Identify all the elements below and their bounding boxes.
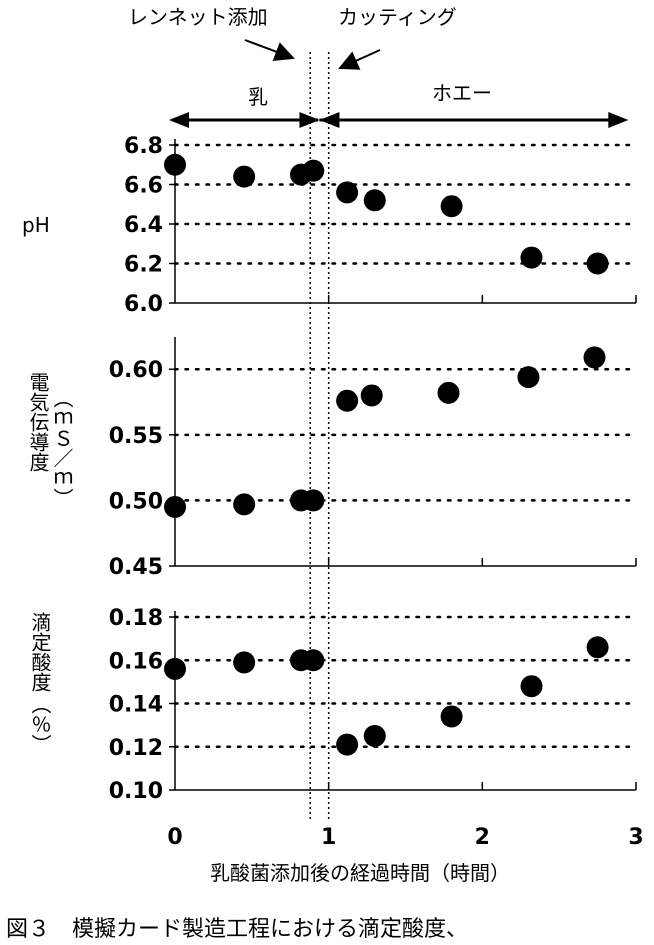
acidity-unit-label: （％） <box>28 694 52 754</box>
data-point <box>440 705 463 728</box>
data-point <box>437 381 460 404</box>
milk-arrowhead-left <box>169 112 189 128</box>
y-tick-label: 6.4 <box>124 213 163 238</box>
y-tick-label: 6.0 <box>124 292 163 317</box>
rennet-label: レンネット添加 <box>128 5 268 29</box>
ph-panel: 6.0 6.2 6.4 6.6 6.8 <box>124 134 638 317</box>
data-point <box>164 495 186 518</box>
whey-arrowhead-right <box>608 112 629 128</box>
data-point <box>233 165 256 188</box>
y-tick-label: 0.45 <box>109 555 163 580</box>
y-tick-label: 0.55 <box>109 424 163 449</box>
y-tick-label: 6.6 <box>124 174 163 199</box>
data-point <box>233 651 256 674</box>
data-point <box>302 649 325 672</box>
y-tick-label: 0.18 <box>109 606 163 631</box>
y-tick-label: 6.8 <box>124 134 163 159</box>
conductivity-unit-label: （ｍＳ／ｍ） <box>50 388 74 508</box>
data-point <box>336 389 359 412</box>
phase-arrows <box>169 112 629 128</box>
data-point <box>336 181 359 204</box>
x-tick-label: 2 <box>475 825 490 850</box>
data-point <box>360 384 383 407</box>
x-axis-label: 乳酸菌添加後の経過時間（時間） <box>210 861 510 885</box>
data-point <box>583 346 606 369</box>
cutting-arrow <box>338 49 381 70</box>
figure-caption: 図３ 模擬カード製造工程における滴定酸度、 <box>6 917 468 942</box>
x-tick-label: 0 <box>167 825 182 850</box>
conductivity-axis-label: 電気伝導度 <box>26 372 50 472</box>
milk-phase-label: 乳 <box>248 85 268 109</box>
whey-phase-label: ホエー <box>432 81 492 105</box>
data-point <box>233 493 256 516</box>
y-tick-label: 6.2 <box>124 253 163 278</box>
ph-axis-label: pH <box>22 213 50 237</box>
conductivity-panel: 0.45 0.50 0.55 0.60 <box>109 337 638 580</box>
y-tick-label: 0.50 <box>109 489 163 514</box>
data-point <box>517 366 540 389</box>
data-point <box>520 675 543 698</box>
data-point <box>164 657 186 680</box>
data-point <box>520 246 543 269</box>
event-lines <box>309 52 330 822</box>
data-point <box>363 724 386 747</box>
data-point <box>440 195 463 218</box>
data-point <box>586 636 609 659</box>
y-tick-label: 0.10 <box>109 779 163 804</box>
data-point <box>586 252 609 275</box>
acidity-panel: 0.10 0.12 0.14 0.16 0.18 <box>109 606 638 804</box>
data-point <box>336 733 359 756</box>
y-tick-label: 0.14 <box>109 693 163 718</box>
x-tick-label: 3 <box>628 825 643 850</box>
data-point <box>302 489 325 512</box>
rennet-arrow <box>244 39 295 62</box>
data-point <box>164 153 186 176</box>
x-tick-label: 1 <box>321 825 336 850</box>
y-tick-label: 0.16 <box>109 649 163 674</box>
acidity-axis-label: 滴定酸度 <box>28 612 52 692</box>
whey-arrowhead-left <box>319 112 340 128</box>
data-point <box>302 159 325 182</box>
y-tick-label: 0.12 <box>109 736 163 761</box>
y-tick-label: 0.60 <box>109 358 163 383</box>
milk-arrowhead-right <box>299 112 320 128</box>
cutting-label: カッティング <box>338 5 457 29</box>
data-point <box>363 189 386 212</box>
x-tick-labels: 0 1 2 3 <box>167 825 643 850</box>
